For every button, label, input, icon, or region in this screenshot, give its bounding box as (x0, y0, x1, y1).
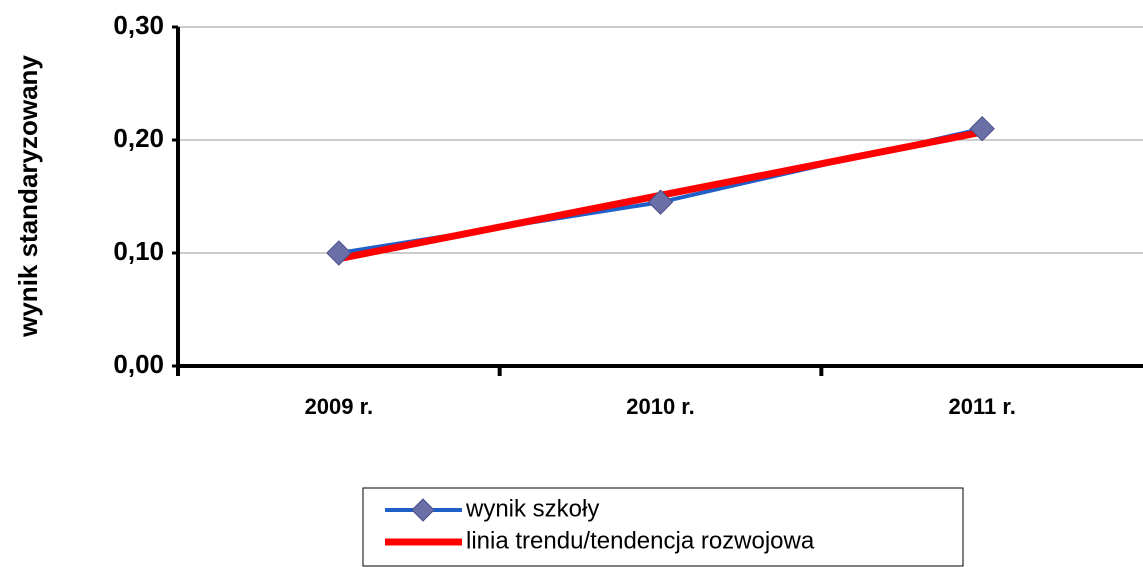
legend-label: wynik szkoły (465, 495, 599, 522)
point-marker (327, 241, 351, 265)
chart: wynik standaryzowany 0,00 0,10 0,20 0,30 200… (0, 0, 1143, 567)
x-tick-label: 2011 r. (949, 394, 1016, 419)
y-axis-title: wynik standaryzowany (13, 55, 43, 338)
legend-label: linia trendu/tendencja rozwojowa (466, 527, 815, 554)
y-tick-label: 0,30 (113, 10, 164, 40)
x-tick-label: 2010 r. (626, 394, 695, 419)
y-tick-label: 0,10 (113, 236, 164, 266)
y-tick-label: 0,00 (113, 349, 164, 379)
x-tick-label: 2009 r. (305, 394, 374, 419)
y-tick-label: 0,20 (113, 123, 164, 153)
